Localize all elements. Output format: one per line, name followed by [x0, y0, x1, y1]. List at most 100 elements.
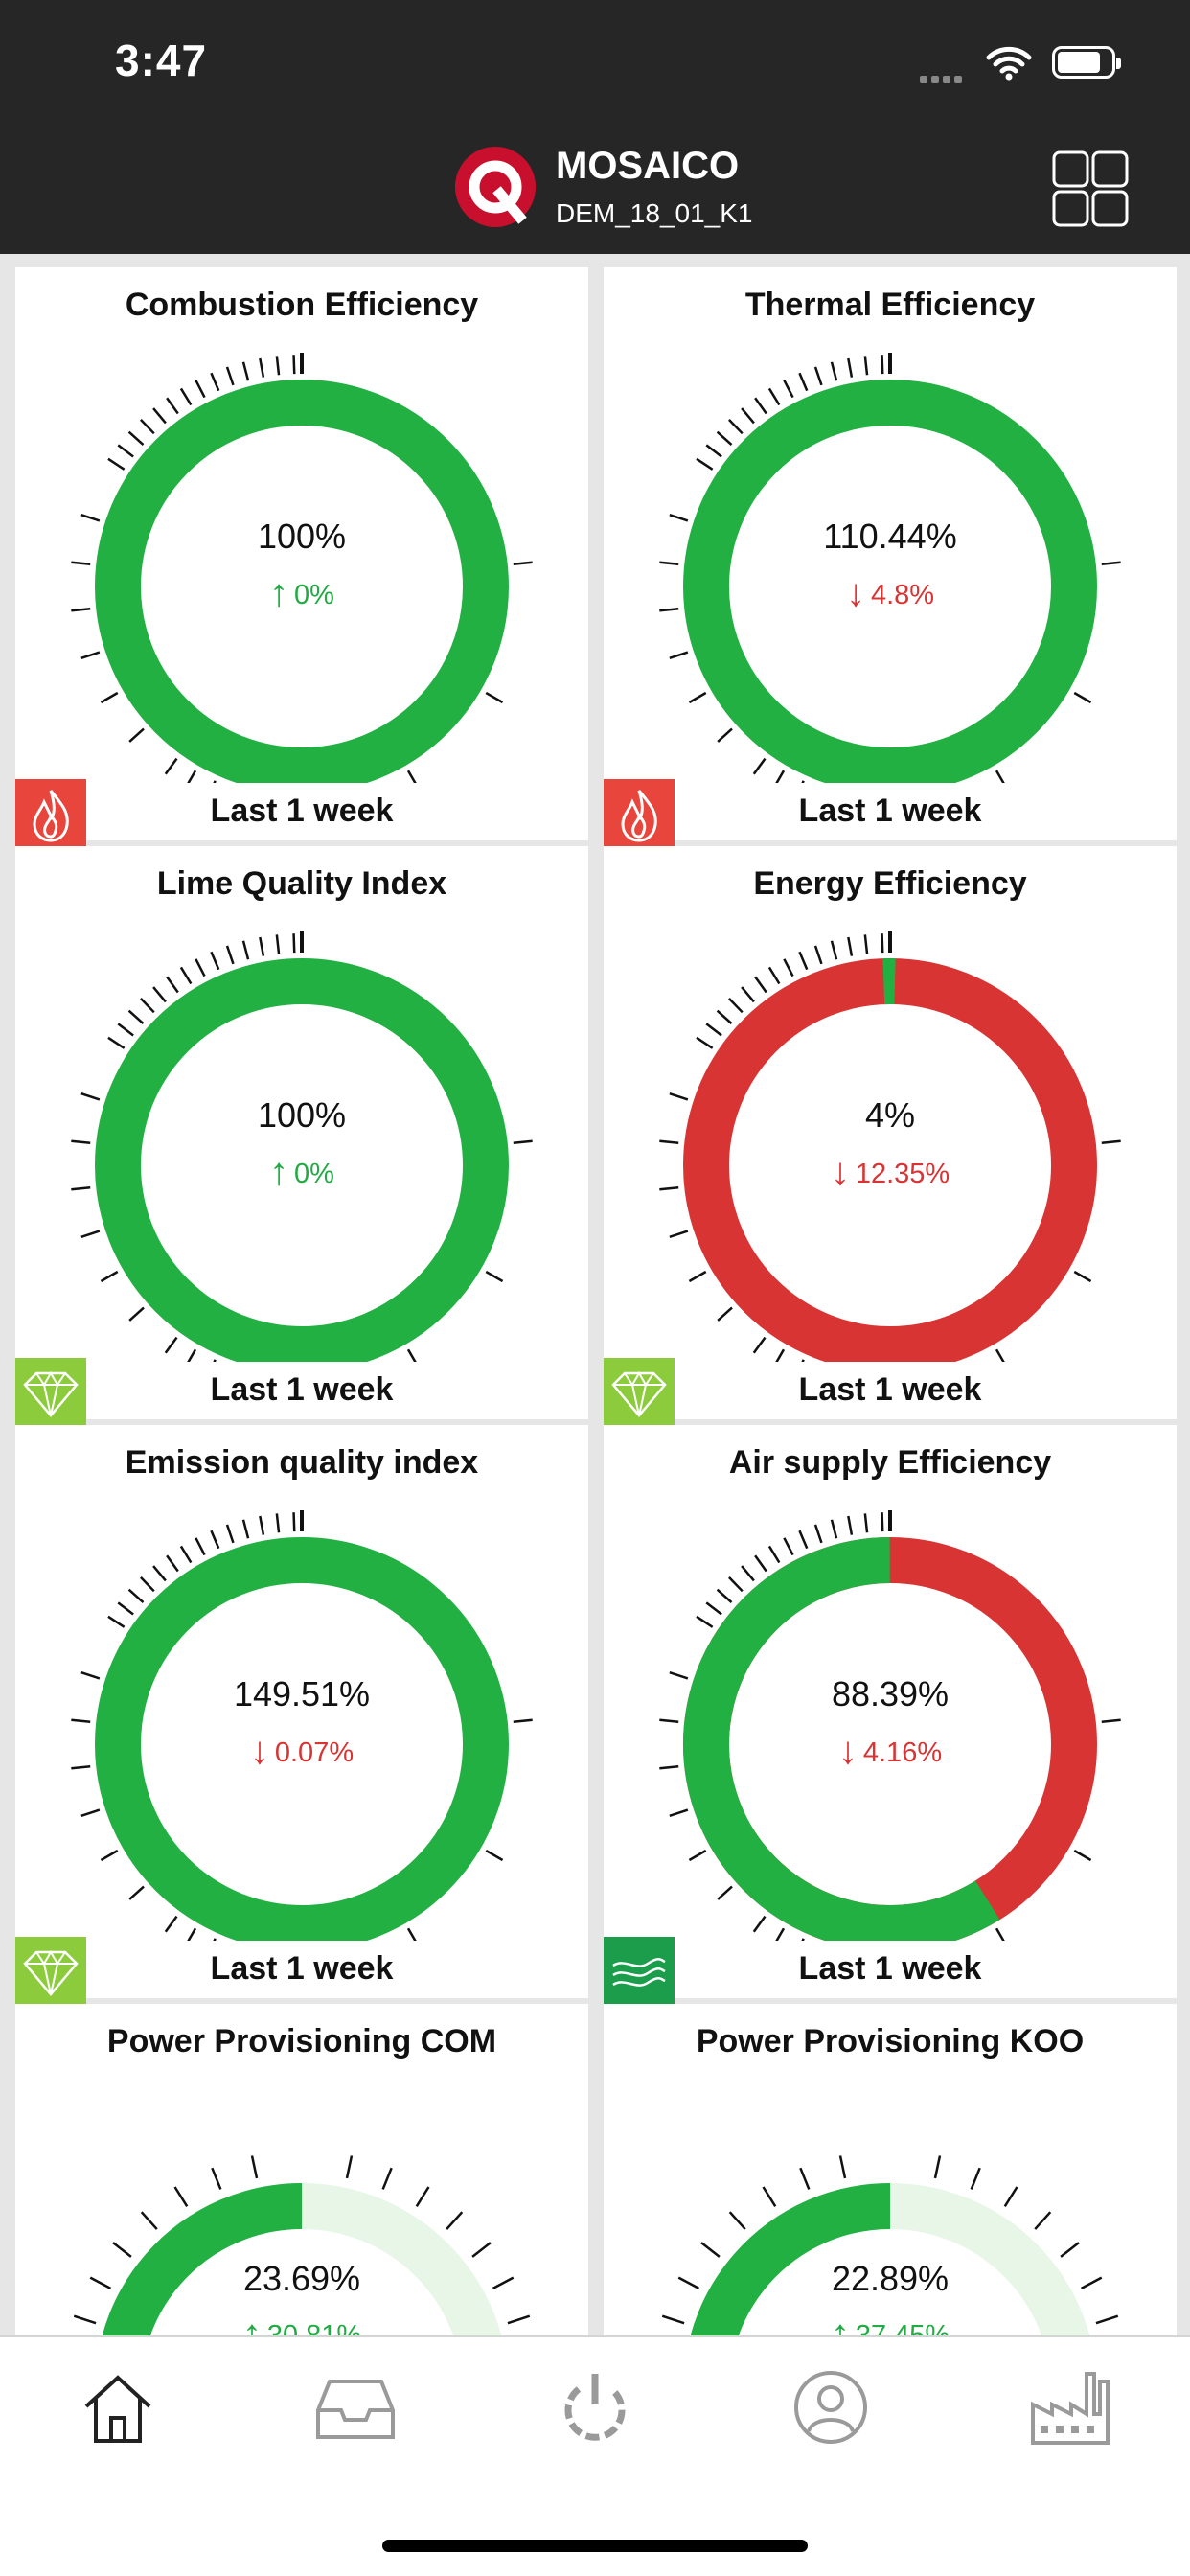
gauge-tick — [71, 607, 91, 612]
gauge-tick — [241, 940, 250, 960]
gauge-tick — [669, 651, 689, 659]
gauge-tick — [164, 757, 178, 775]
gauge-tick — [139, 998, 155, 1014]
app-name: MOSAICO — [556, 145, 740, 187]
kpi-grid: Combustion Efficiency 100% ↑ 0% Last 1 week … — [0, 254, 1190, 2335]
air-icon — [604, 1937, 675, 2008]
gauge-tick — [139, 419, 155, 435]
kpi-period: Last 1 week — [798, 793, 982, 829]
gauge-tick — [213, 780, 217, 783]
power-icon — [564, 2374, 626, 2441]
kpi-delta-value: 4.16% — [862, 1737, 943, 1768]
gauge-tick — [659, 1185, 679, 1191]
gauge-tick — [485, 1270, 504, 1283]
gauge-tick — [211, 2167, 222, 2190]
app-bar: MOSAICO DEM_18_01_K1 — [0, 120, 1190, 254]
gauge-tick — [688, 1270, 707, 1283]
tab-inbox[interactable] — [312, 2364, 399, 2450]
kpi-tile[interactable]: Thermal Efficiency 110.44% ↓ 4.8% Last 1 wee… — [604, 267, 1177, 850]
tab-profile[interactable] — [788, 2364, 874, 2450]
gauge-tick — [688, 691, 707, 704]
gauge-tick — [995, 770, 1005, 783]
diamond-icon — [604, 1358, 675, 1429]
gauge-tick — [406, 1348, 417, 1362]
gauge-tick — [179, 1545, 193, 1564]
kpi-tile[interactable]: Power Provisioning KOO 22.89% ↑ 37.45% — [604, 2004, 1177, 2335]
kpi-value: 23.69% — [242, 2259, 361, 2298]
gauge-tick — [164, 1336, 178, 1354]
tab-plant[interactable] — [1027, 2364, 1113, 2450]
gauge-tick — [801, 780, 805, 783]
arrow-down-icon: ↓ — [830, 1151, 850, 1193]
gauge-tick — [259, 936, 265, 956]
gauge-tick — [752, 757, 767, 775]
tab-home[interactable] — [75, 2364, 161, 2450]
gauge-tick — [139, 1576, 155, 1593]
gauge-tick — [100, 691, 119, 704]
gauge — [73, 2155, 531, 2335]
kpi-title: Air supply Efficiency — [728, 1444, 1052, 1481]
gauge-tick — [292, 933, 296, 954]
gauge-ring — [95, 380, 509, 783]
gauge-tick — [127, 1009, 145, 1024]
grid-view-button[interactable] — [1050, 149, 1131, 229]
gauge-tick — [775, 1348, 786, 1362]
kpi-value: 22.89% — [831, 2259, 950, 2298]
kpi-value: 100% — [257, 1095, 347, 1135]
gauge-tick — [1073, 1849, 1092, 1862]
gauge-tick — [406, 770, 417, 783]
gauge-tick — [775, 770, 786, 783]
gauge-tick — [669, 1230, 689, 1238]
arrow-down-icon: ↓ — [249, 1730, 269, 1772]
gauge-tick — [213, 1359, 217, 1362]
kpi-delta: ↓ 12.35% — [604, 1151, 1177, 1194]
gauge-tick — [863, 934, 869, 954]
gauge-tick — [717, 1306, 733, 1322]
kpi-tile[interactable]: Air supply Efficiency 88.39% ↓ 4.16% Last 1 … — [604, 1425, 1177, 2008]
gauge-tick — [166, 1554, 179, 1573]
gauge — [71, 932, 533, 1362]
gauge-tick — [995, 1927, 1005, 1941]
kpi-tile[interactable]: Lime Quality Index 100% ↑ 0% Last 1 week — [15, 846, 588, 1429]
gauge-tick — [71, 1718, 91, 1724]
gauge-tick — [225, 366, 235, 386]
kpi-delta: ↑ 30.81% — [15, 2312, 588, 2335]
gauge-tick — [195, 1537, 206, 1556]
gauge — [659, 353, 1121, 783]
kpi-delta: ↑ 37.45% — [604, 2312, 1177, 2335]
gauge-tick — [1003, 2186, 1018, 2208]
tab-power[interactable] — [552, 2364, 638, 2450]
kpi-tile[interactable]: Combustion Efficiency 100% ↑ 0% Last 1 week — [15, 267, 588, 850]
kpi-tile[interactable]: Emission quality index 149.51% ↓ 0.07% Last … — [15, 1425, 588, 2008]
gauge-tick — [677, 2276, 700, 2290]
gauge-tick — [669, 1808, 689, 1817]
gauge-tick — [799, 2167, 811, 2190]
gauge-tick — [717, 1885, 733, 1900]
gauge-tick — [213, 1938, 217, 1941]
kpi-value: 88.39% — [831, 1674, 950, 1714]
inbox-icon — [316, 2380, 395, 2439]
gauge-tick — [696, 1036, 714, 1049]
kpi-delta-value: 0% — [294, 1159, 334, 1189]
gauge-tick — [716, 430, 733, 446]
gauge-tick — [847, 357, 854, 378]
kpi-period: Last 1 week — [798, 1950, 982, 1987]
gauge-tick — [1101, 1139, 1121, 1145]
kpi-tile[interactable]: Power Provisioning COM 23.69% ↑ 30.81% — [15, 2004, 588, 2335]
gauge-tick — [128, 1885, 145, 1900]
gauge-tick — [292, 355, 296, 375]
kpi-tile[interactable]: Energy Efficiency 4% ↓ 12.35% Last 1 week — [604, 846, 1177, 1429]
gauge-tick — [754, 397, 767, 415]
gauge-tick — [696, 457, 714, 471]
gauge-tick — [210, 372, 220, 392]
kpi-period: Last 1 week — [210, 1371, 394, 1408]
gauge — [659, 1510, 1121, 1941]
gauge-tick — [688, 1849, 707, 1862]
device-id: DEM_18_01_K1 — [556, 198, 753, 228]
gauge-tick — [275, 934, 281, 954]
gauge-tick — [166, 976, 179, 994]
gauge-tick — [446, 2211, 464, 2230]
kpi-title: Combustion Efficiency — [125, 287, 479, 323]
gauge-tick — [669, 514, 689, 522]
gauge-ring — [683, 380, 1097, 783]
